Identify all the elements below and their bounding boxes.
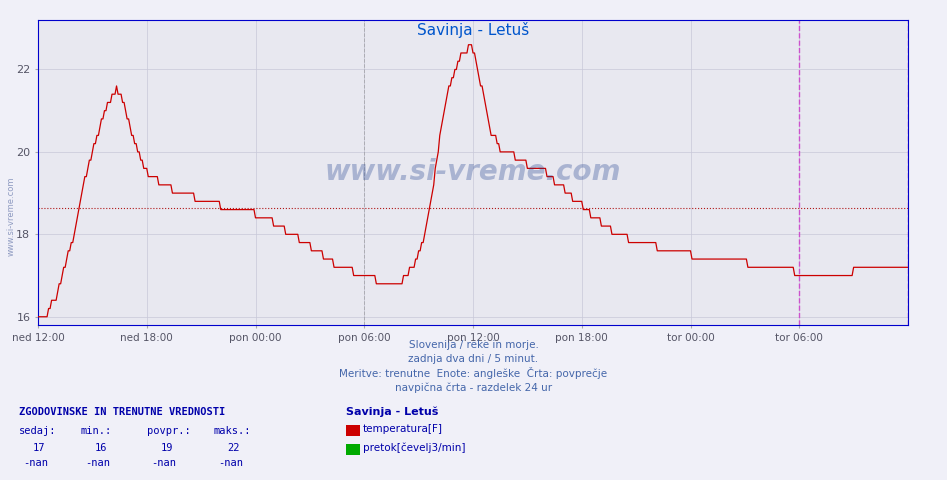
Text: -nan: -nan <box>152 457 176 468</box>
Text: 22: 22 <box>227 443 240 453</box>
Text: min.:: min.: <box>80 426 112 436</box>
Text: www.si-vreme.com: www.si-vreme.com <box>7 176 16 256</box>
Text: sedaj:: sedaj: <box>19 426 57 436</box>
Text: -nan: -nan <box>85 457 110 468</box>
Text: Slovenija / reke in morje.: Slovenija / reke in morje. <box>408 340 539 350</box>
Text: Savinja - Letuš: Savinja - Letuš <box>418 22 529 37</box>
Text: ZGODOVINSKE IN TRENUTNE VREDNOSTI: ZGODOVINSKE IN TRENUTNE VREDNOSTI <box>19 407 225 417</box>
Text: 17: 17 <box>33 443 45 453</box>
Text: Savinja - Letuš: Savinja - Letuš <box>346 407 438 417</box>
Text: temperatura[F]: temperatura[F] <box>363 424 442 434</box>
Text: Meritve: trenutne  Enote: angleške  Črta: povprečje: Meritve: trenutne Enote: angleške Črta: … <box>339 367 608 379</box>
Text: 16: 16 <box>95 443 107 453</box>
Text: -nan: -nan <box>218 457 242 468</box>
Text: -nan: -nan <box>24 457 48 468</box>
Text: povpr.:: povpr.: <box>147 426 190 436</box>
Text: navpična črta - razdelek 24 ur: navpična črta - razdelek 24 ur <box>395 383 552 393</box>
Text: pretok[čevelj3/min]: pretok[čevelj3/min] <box>363 443 465 453</box>
Text: 19: 19 <box>161 443 173 453</box>
Text: zadnja dva dni / 5 minut.: zadnja dva dni / 5 minut. <box>408 354 539 364</box>
Text: maks.:: maks.: <box>213 426 251 436</box>
Text: www.si-vreme.com: www.si-vreme.com <box>325 158 621 187</box>
